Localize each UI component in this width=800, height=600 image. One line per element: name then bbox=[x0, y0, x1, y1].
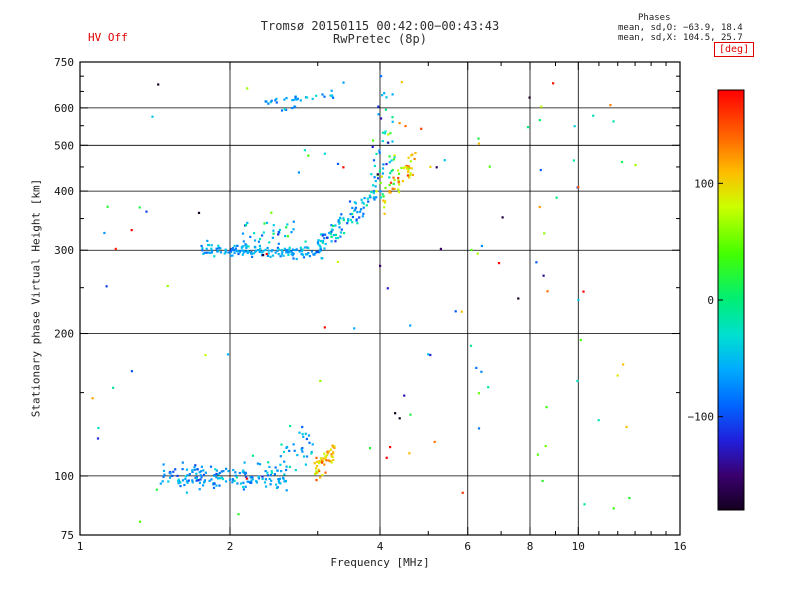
svg-text:10: 10 bbox=[572, 540, 585, 553]
plot-title: Tromsø 20150115 00:42:00−00:43:43 bbox=[260, 19, 500, 33]
svg-text:0: 0 bbox=[707, 294, 714, 307]
svg-text:500: 500 bbox=[54, 139, 74, 152]
svg-text:100: 100 bbox=[54, 470, 74, 483]
colorbar-unit-label: [deg] bbox=[714, 42, 755, 57]
svg-text:100: 100 bbox=[694, 177, 714, 190]
svg-text:4: 4 bbox=[377, 540, 384, 553]
phase-stats-title: Phases bbox=[638, 13, 671, 23]
phase-stats-o-mode: mean, sd,O: −63.9, 18.4 bbox=[618, 23, 743, 33]
x-axis-label: Frequency [MHz] bbox=[330, 556, 430, 569]
svg-text:6: 6 bbox=[464, 540, 471, 553]
plot-subtitle: RwPretec (8p) bbox=[333, 32, 427, 46]
svg-text:75: 75 bbox=[61, 529, 74, 542]
axis-ticks: 1 2 4 6 8 10 16 75 100 200 300 400 500 600 750 bbox=[54, 56, 687, 553]
svg-text:1: 1 bbox=[77, 540, 84, 553]
svg-text:300: 300 bbox=[54, 244, 74, 257]
colorbar-ticks: 100 0 −100 bbox=[688, 177, 723, 424]
scatter-points bbox=[91, 75, 637, 523]
svg-text:750: 750 bbox=[54, 56, 74, 69]
gridlines bbox=[80, 62, 680, 535]
svg-text:16: 16 bbox=[673, 540, 686, 553]
svg-text:200: 200 bbox=[54, 328, 74, 341]
phase-stats: Phases mean, sd,O: −63.9, 18.4 mean, sd,… bbox=[618, 13, 743, 43]
svg-text:600: 600 bbox=[54, 102, 74, 115]
svg-text:2: 2 bbox=[227, 540, 234, 553]
svg-text:−100: −100 bbox=[688, 411, 715, 424]
phase-stats-x-mode: mean, sd,X: 104.5, 25.7 bbox=[618, 33, 743, 43]
hv-off-label: HV Off bbox=[88, 31, 128, 44]
svg-text:8: 8 bbox=[527, 540, 534, 553]
svg-text:400: 400 bbox=[54, 185, 74, 198]
